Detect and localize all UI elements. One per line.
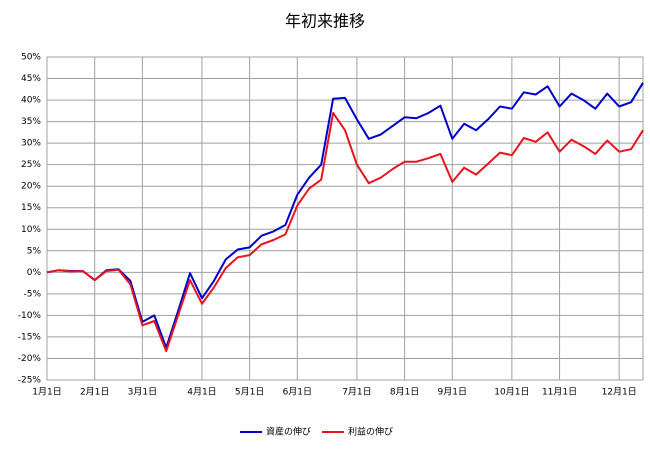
- y-tick-label: 35%: [21, 117, 41, 127]
- legend-label: 利益の伸び: [348, 426, 393, 438]
- y-tick-label: 15%: [21, 203, 41, 213]
- plot-border: [46, 56, 644, 381]
- x-tick-label: 3月1日: [128, 387, 157, 398]
- x-tick-label: 12月1日: [602, 387, 637, 398]
- legend-label: 資産の伸び: [266, 426, 311, 438]
- x-tick-label: 2月1日: [80, 387, 109, 398]
- y-tick-label: -15%: [18, 332, 42, 342]
- x-tick-label: 6月1日: [283, 387, 312, 398]
- y-tick-label: 30%: [21, 139, 41, 149]
- x-tick-label: 4月1日: [187, 387, 216, 398]
- chart-title: 年初来推移: [285, 12, 365, 31]
- y-tick-label: 50%: [21, 53, 41, 63]
- y-tick-label: 0%: [27, 268, 42, 278]
- x-tick-label: 10月1日: [494, 387, 529, 398]
- y-tick-label: -20%: [18, 354, 42, 364]
- y-tick-label: 40%: [21, 96, 41, 106]
- x-tick-label: 9月1日: [438, 387, 467, 398]
- y-tick-label: 10%: [21, 225, 41, 235]
- x-tick-label: 11月1日: [542, 387, 577, 398]
- y-tick-label: 5%: [27, 246, 42, 256]
- y-tick-label: 25%: [21, 160, 41, 170]
- series-line: [46, 112, 644, 353]
- series-line: [46, 82, 644, 349]
- y-tick-label: -25%: [18, 376, 42, 386]
- x-tick-label: 7月1日: [342, 387, 371, 398]
- y-tick-label: 45%: [21, 74, 41, 84]
- x-tick-label: 5月1日: [235, 387, 264, 398]
- y-tick-label: 20%: [21, 182, 41, 192]
- x-tick-label: 8月1日: [390, 387, 419, 398]
- y-tick-label: -10%: [18, 311, 42, 321]
- y-tick-label: -5%: [23, 289, 41, 299]
- x-tick-label: 1月1日: [32, 387, 61, 398]
